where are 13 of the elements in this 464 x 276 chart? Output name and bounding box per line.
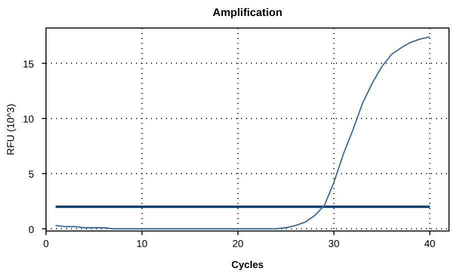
chart-title: Amplification <box>212 7 283 19</box>
x-tick-label: 0 <box>43 239 50 250</box>
x-tick-label: 20 <box>232 239 244 250</box>
y-tick-label: 5 <box>28 170 34 181</box>
y-tick-label: 10 <box>22 114 34 126</box>
line-series <box>54 36 430 230</box>
y-axis-title: RFU (10^3) <box>6 104 17 156</box>
y-tick-label: 0 <box>28 224 34 236</box>
x-tick-label: 40 <box>424 239 436 250</box>
x-tick-label: 30 <box>328 239 340 250</box>
x-tick-label: 10 <box>136 239 148 250</box>
x-axis-title: Cycles <box>231 260 264 271</box>
y-tick-label: 15 <box>22 59 34 70</box>
